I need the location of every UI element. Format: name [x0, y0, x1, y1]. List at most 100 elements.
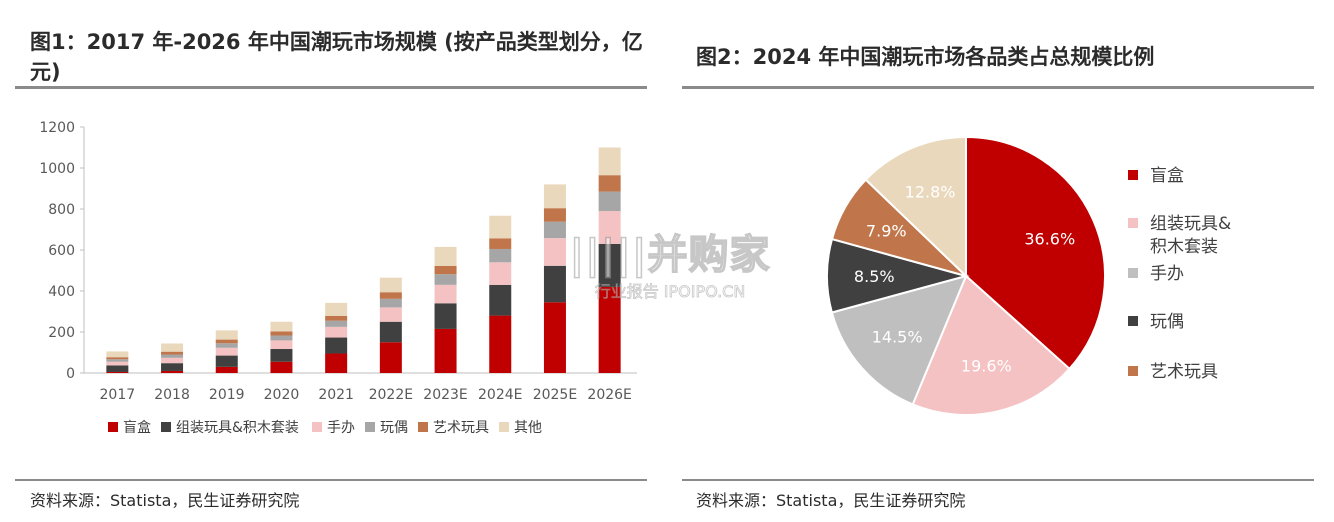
legend-swatch	[161, 422, 171, 432]
legend-label: 积木套装	[1150, 237, 1218, 257]
y-tick-label: 1200	[39, 120, 75, 136]
y-tick-label: 600	[48, 243, 75, 259]
bar-segment	[598, 286, 621, 373]
x-tick-label: 2017	[100, 387, 136, 403]
bar-segment	[543, 265, 566, 303]
pie-data-label: 12.8%	[905, 183, 956, 202]
bar-segment	[489, 315, 512, 373]
bar-segment	[434, 284, 457, 304]
left-source: 资料来源：Statista，民生证券研究院	[30, 491, 300, 510]
pie-data-label: 19.6%	[961, 356, 1012, 375]
bar-segment	[434, 328, 457, 373]
bar-segment	[434, 274, 457, 285]
bar-segment	[161, 343, 184, 352]
x-tick-label: 2026E	[587, 387, 631, 403]
bar-segment	[161, 363, 184, 371]
x-tick-label: 2018	[154, 387, 190, 403]
pie-slice	[830, 274, 968, 406]
bar-segment	[270, 340, 293, 350]
bar-segment	[598, 243, 621, 287]
bar-segment	[598, 211, 621, 244]
legend-swatch	[1128, 170, 1138, 180]
bar-segment	[489, 284, 512, 316]
bar-segment	[215, 366, 238, 373]
bar-segment	[106, 359, 129, 362]
left-panel: 图1：2017 年-2026 年中国潮玩市场规模 (按产品类型划分，亿元) 0 2…	[0, 0, 660, 522]
pie-data-label: 14.5%	[872, 328, 923, 347]
right-title-rule	[682, 86, 1314, 89]
bar-segment	[434, 265, 457, 275]
bar-segment	[543, 208, 566, 222]
bar-segment	[270, 331, 293, 336]
bar-segment	[379, 321, 402, 343]
pie-slice	[965, 135, 1106, 371]
pie-chart: 36.6% 19.6% 14.5% 8.5% 7.9% 12.8% 盲盒组装玩具&积木套装手…	[826, 135, 1231, 416]
legend-label: 组装玩具&	[1150, 214, 1231, 234]
legend-label: 手办	[327, 420, 355, 436]
bar-segment	[270, 335, 293, 341]
legend-swatch	[108, 422, 118, 432]
y-tick-label: 400	[48, 284, 75, 300]
legend-swatch	[1128, 268, 1138, 278]
bar-segment	[161, 357, 184, 364]
bar-segment	[325, 315, 348, 321]
bar-chart-title: 图1：2017 年-2026 年中国潮玩市场规模 (按产品类型划分，亿元)	[30, 30, 643, 84]
bar-segment	[215, 343, 238, 348]
bar-segment	[379, 277, 402, 293]
legend-label: 艺术玩具	[433, 420, 489, 436]
bar-segment	[434, 246, 457, 266]
bar-segment	[325, 353, 348, 373]
pie-data-label: 36.6%	[1024, 230, 1075, 249]
legend-swatch	[418, 422, 428, 432]
y-tick-label: 200	[48, 325, 75, 341]
legend-swatch	[499, 422, 509, 432]
bar-segment	[543, 238, 566, 266]
legend-label: 组装玩具&积木套装	[176, 420, 299, 436]
bar-segment	[379, 298, 402, 308]
legend-label: 其他	[514, 420, 542, 436]
legend-swatch	[1128, 316, 1138, 326]
bar-segment	[543, 302, 566, 373]
legend-label: 手办	[1150, 264, 1184, 284]
right-source: 资料来源：Statista，民生证券研究院	[696, 491, 966, 510]
legend-swatch	[312, 422, 322, 432]
bar-legend: 盲盒 组装玩具&积木套装 手办 玩偶 艺术玩具 其他	[108, 419, 542, 436]
legend-label: 艺术玩具	[1150, 362, 1218, 382]
legend-swatch	[365, 422, 375, 432]
left-source-rule	[15, 479, 647, 481]
bar-segment	[106, 361, 129, 366]
pie-chart-title: 图2：2024 年中国潮玩市场各品类占总规模比例	[696, 45, 1155, 69]
bar-segment	[543, 221, 566, 239]
bar-segment	[161, 351, 184, 355]
bar-segment	[379, 342, 402, 373]
bar-segment	[325, 320, 348, 327]
left-title-rule	[15, 86, 647, 89]
bar-segment	[215, 347, 238, 356]
bar-segment	[598, 191, 621, 212]
bar-segment	[215, 339, 238, 344]
bar-segment	[489, 262, 512, 285]
bar-segment	[325, 337, 348, 354]
bar-segment	[379, 307, 402, 322]
legend-swatch	[1128, 366, 1138, 376]
bar-segment	[161, 370, 184, 373]
bar-segment	[161, 354, 184, 358]
bar-segment	[106, 371, 129, 373]
bar-segment	[325, 326, 348, 338]
legend-label: 盲盒	[1150, 166, 1184, 186]
bar-segment	[215, 330, 238, 340]
x-tick-label: 2020	[264, 387, 300, 403]
pie-slice	[864, 135, 967, 279]
bar-segment	[106, 365, 129, 372]
y-tick-label: 800	[48, 202, 75, 218]
bar-segment	[270, 321, 293, 332]
bar-segment	[489, 238, 512, 249]
y-tick-label: 1000	[39, 161, 75, 177]
bar-segment	[270, 349, 293, 362]
right-source-rule	[682, 479, 1314, 481]
stacked-bar-chart: 0 200 400 600 800 1000 1200 2017 2018 2019 2020 202…	[39, 120, 637, 436]
pie-data-label: 7.9%	[866, 222, 907, 241]
bar-segment	[489, 248, 512, 263]
legend-swatch	[1128, 218, 1138, 228]
